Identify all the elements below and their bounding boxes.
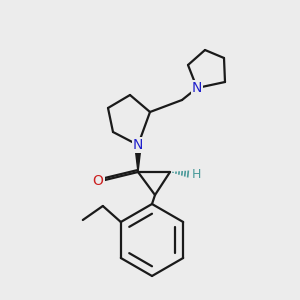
Text: N: N <box>192 81 202 95</box>
Text: N: N <box>133 138 143 152</box>
Polygon shape <box>135 145 141 172</box>
Text: O: O <box>93 174 104 188</box>
Text: H: H <box>191 167 201 181</box>
